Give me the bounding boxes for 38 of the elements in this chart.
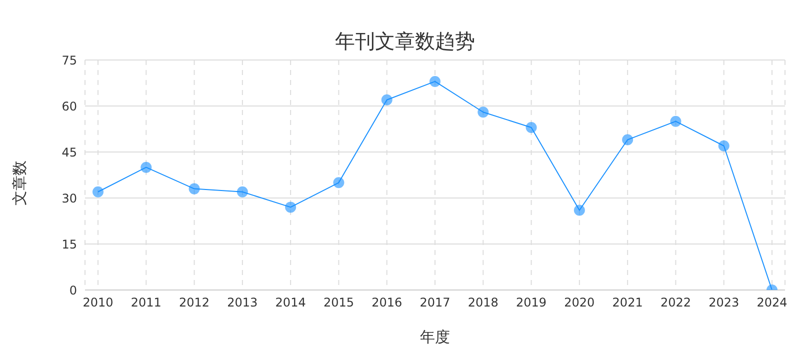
x-tick-label: 2012	[179, 296, 210, 310]
point	[381, 94, 392, 106]
y-tick-label: 0	[69, 283, 77, 298]
x-tick-label: 2011	[130, 296, 162, 310]
point	[285, 202, 296, 213]
x-tick-label: 2019	[516, 296, 547, 310]
point	[718, 140, 730, 152]
x-tick-label: 2018	[468, 296, 498, 310]
x-tick-label: 2020	[564, 296, 595, 310]
y-tick-label: 30	[62, 191, 77, 206]
x-tick-label: 2023	[708, 296, 740, 310]
x-axis-title: 年度	[420, 328, 450, 346]
x-tick-label: 2016	[372, 296, 402, 310]
point	[140, 162, 152, 173]
point	[236, 186, 248, 198]
y-tick-label: 75	[62, 53, 77, 68]
x-tick-label: 2013	[227, 296, 258, 310]
point	[526, 122, 537, 133]
point	[574, 204, 585, 216]
x-tick-label: 2022	[660, 296, 691, 310]
x-tick-label: 2017	[420, 296, 450, 310]
point	[92, 186, 104, 198]
x-tick-label: 2014	[275, 296, 306, 310]
point	[333, 177, 344, 188]
point	[670, 116, 682, 127]
y-tick-label: 60	[62, 99, 77, 114]
chart-title: 年刊文章数趋势	[334, 28, 476, 55]
x-tick-label: 2010	[82, 296, 114, 310]
y-tick-label: 45	[62, 145, 77, 160]
y-tick-label: 15	[62, 237, 77, 252]
y-axis-title: 文章数	[10, 160, 30, 206]
point	[478, 106, 489, 118]
point	[430, 76, 440, 87]
x-tick-label: 2021	[612, 296, 643, 310]
point	[188, 183, 200, 194]
point	[622, 134, 634, 146]
x-tick-label: 2015	[323, 296, 354, 310]
x-tick-label: 2024	[756, 296, 788, 310]
